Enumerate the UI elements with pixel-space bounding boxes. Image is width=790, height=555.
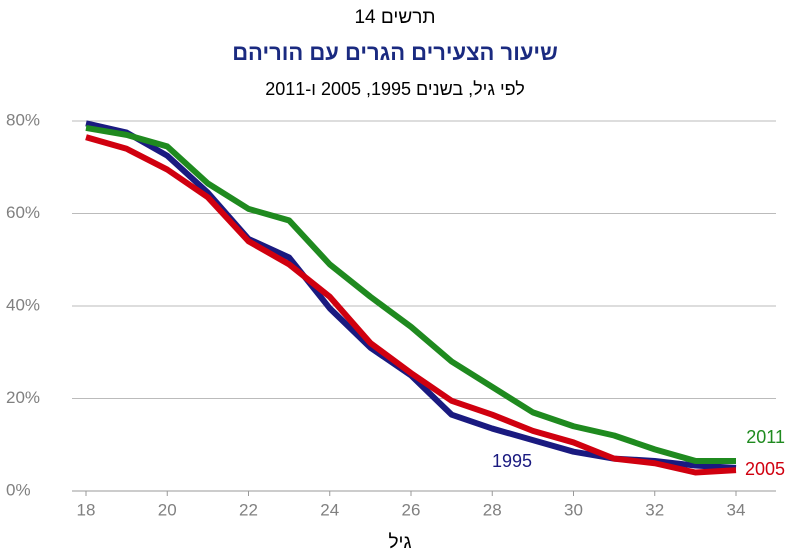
- y-tick-label: 80%: [6, 110, 40, 129]
- chart-title: שיעור הצעירים הגרים עם הוריהם: [232, 40, 558, 65]
- x-tick-label: 26: [402, 500, 421, 519]
- x-axis-label: גיל: [388, 532, 411, 553]
- series-label: 1995: [492, 451, 532, 471]
- y-tick-label: 0%: [6, 480, 31, 499]
- series-line: [85, 134, 737, 476]
- series-label: 2011: [746, 427, 785, 447]
- x-tick-label: 22: [239, 500, 258, 519]
- chart-label: תרשים 14: [354, 7, 435, 28]
- y-tick-label: 20%: [6, 388, 40, 407]
- y-tick-label: 40%: [6, 295, 40, 314]
- x-tick-label: 18: [77, 500, 96, 519]
- series-label: 2005: [745, 459, 785, 479]
- x-tick-label: 28: [483, 500, 502, 519]
- x-tick-label: 34: [727, 500, 746, 519]
- x-tick-label: 30: [564, 500, 583, 519]
- x-tick-label: 24: [320, 500, 339, 519]
- x-tick-label: 32: [645, 500, 664, 519]
- series-line: [85, 120, 737, 471]
- x-tick-label: 20: [158, 500, 177, 519]
- chart-subtitle: לפי גיל, בשנים 1995, 2005 ו-2011: [265, 79, 525, 99]
- y-tick-label: 60%: [6, 203, 40, 222]
- series-line: [85, 124, 736, 464]
